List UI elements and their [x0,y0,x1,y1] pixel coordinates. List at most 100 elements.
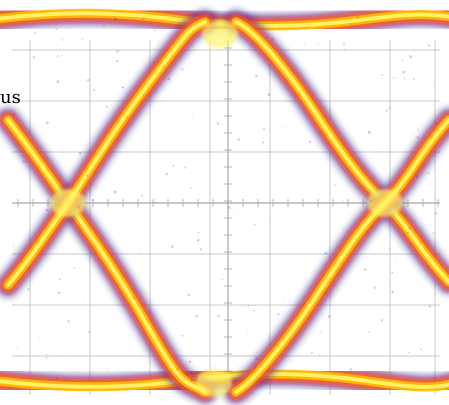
noise-dot [197,239,199,241]
noise-dot [387,96,388,97]
noise-dot [94,154,95,155]
noise-dot [122,86,124,88]
noise-dot [176,368,179,371]
noise-dot [255,357,258,360]
eye-crossing-highlight-1 [50,189,86,217]
noise-dot [328,315,331,318]
noise-dot [67,320,70,323]
noise-dot [401,268,402,269]
noise-dot [385,110,387,112]
noise-dot [127,117,129,119]
noise-dot [351,24,353,26]
noise-dot [77,314,78,315]
noise-dot [269,216,270,217]
noise-dot [104,238,105,239]
noise-dot [27,288,30,291]
noise-dot [198,184,199,185]
noise-dot [389,248,390,249]
noise-dot [285,125,287,127]
noise-dot [343,228,344,229]
eye-crossing-highlight-4 [196,369,232,397]
noise-dot [428,172,430,174]
noise-dot [194,14,197,17]
noise-dot [156,375,157,376]
noise-dot [401,59,404,62]
noise-dot [388,107,390,109]
noise-dot [54,354,55,355]
noise-dot [162,66,164,68]
noise-dot [200,248,202,250]
noise-dot [368,131,371,134]
noise-dot [175,335,176,336]
noise-dot [198,232,200,234]
noise-dot [342,200,344,202]
noise-dot [263,128,265,130]
noise-dot [404,214,406,216]
noise-dot [305,368,306,369]
noise-dot [114,191,117,194]
noise-dot [141,195,144,198]
noise-dot [35,206,36,207]
noise-dot [435,123,436,124]
noise-dot [56,377,59,380]
noise-dot [320,331,322,333]
noise-dot [289,300,291,302]
noise-dot [363,351,364,352]
noise-dot [153,62,155,64]
noise-dot [347,124,348,125]
noise-dot [389,286,390,287]
noise-dot [55,28,57,30]
noise-dot [193,114,194,115]
noise-dot [222,279,223,280]
noise-dot [34,32,36,34]
noise-dot [370,200,372,202]
noise-dot [317,43,319,45]
noise-dot [349,368,352,371]
noise-dot [57,296,58,297]
noise-dot [391,291,393,293]
noise-dot [309,140,312,143]
noise-dot [168,77,171,80]
noise-dot [192,117,193,118]
noise-dot [258,294,259,295]
noise-dot [368,331,370,333]
noise-dot [399,29,400,30]
noise-dot [402,286,403,287]
noise-dot [395,134,396,135]
eye-crossing-highlight-3 [202,20,238,48]
noise-dot [420,348,422,350]
noise-dot [367,231,369,233]
noise-dot [268,64,269,65]
noise-dot [46,354,47,355]
noise-dot [391,271,393,273]
noise-dot [228,206,231,209]
noise-dot [409,55,412,58]
noise-dot [324,292,327,295]
noise-dot [255,75,258,78]
noise-dot [187,294,190,297]
noise-dot [408,227,411,230]
noise-dot [11,97,12,98]
noise-dot [304,43,305,44]
noise-dot [233,214,234,215]
noise-dot [364,268,367,271]
noise-dot [45,356,47,358]
noise-dot [286,354,287,355]
noise-dot [217,122,219,124]
noise-dot [381,319,383,321]
noise-dot [12,246,13,247]
noise-dot [254,224,256,226]
noise-dot [381,151,382,152]
noise-dot [247,330,248,331]
noise-dot [103,25,105,27]
noise-dot [319,354,321,356]
noise-dot [262,141,264,143]
noise-dot [142,17,144,19]
noise-dot [116,60,118,62]
noise-dot [413,247,414,248]
noise-dot [21,261,23,263]
noise-dot [46,121,49,124]
noise-dot [181,334,183,336]
